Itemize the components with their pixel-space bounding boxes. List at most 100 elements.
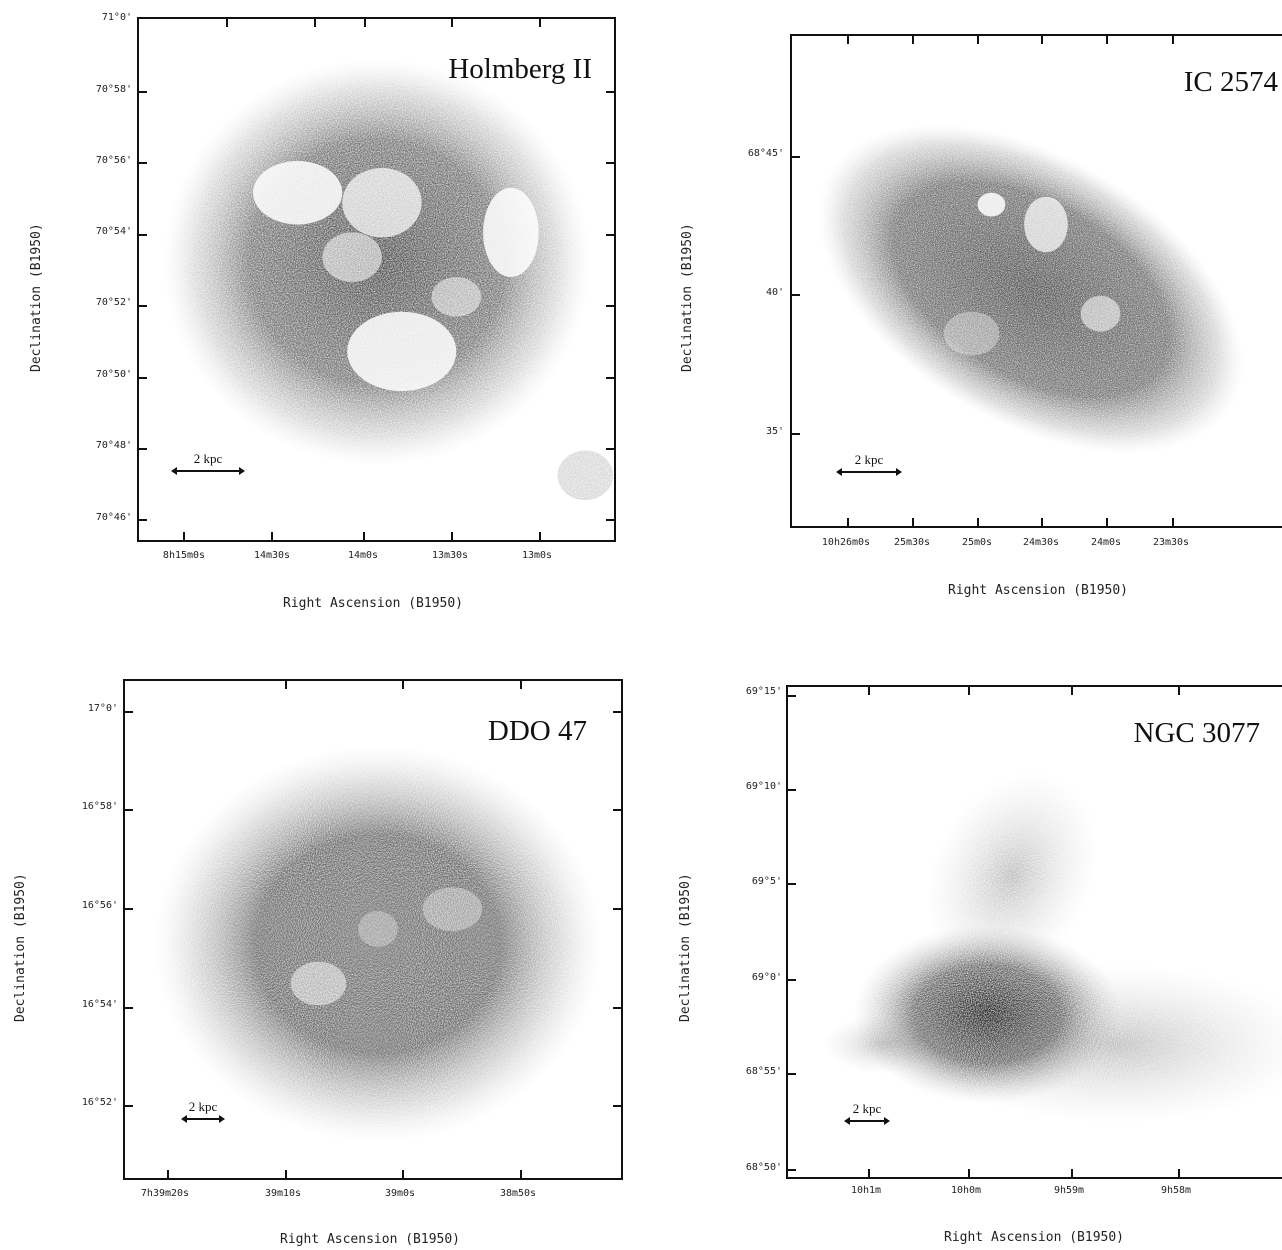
y-tick-label: 16°56'	[81, 900, 118, 911]
tick	[539, 19, 541, 27]
y-tick-label: 71°0'	[101, 12, 132, 23]
panel-title: DDO 47	[487, 715, 587, 747]
tick	[451, 532, 453, 540]
tick	[314, 19, 316, 27]
tick	[363, 532, 365, 540]
x-tick-label: 24m30s	[1022, 537, 1060, 548]
scale-bar: 2 kpc	[836, 452, 902, 476]
tick	[285, 681, 287, 689]
tick	[613, 711, 621, 713]
tick	[613, 908, 621, 910]
x-tick-label: 25m0s	[961, 537, 993, 548]
tick	[139, 234, 147, 236]
tick	[912, 518, 914, 526]
tick	[1041, 518, 1043, 526]
tick	[606, 162, 614, 164]
panel-title: IC 2574	[1183, 66, 1278, 98]
y-tick-label: 69°5'	[751, 876, 782, 887]
tick	[868, 1169, 870, 1177]
tick	[139, 305, 147, 307]
tick	[788, 979, 796, 981]
y-axis-title: Declination (B1950)	[678, 873, 693, 1022]
tick	[1106, 36, 1108, 44]
scale-bar: 2 kpc	[171, 451, 245, 475]
tick	[792, 156, 800, 158]
tick	[613, 1105, 621, 1107]
x-tick-label: 8h15m0s	[162, 550, 206, 561]
tick	[139, 448, 147, 450]
y-tick-label: 70°58'	[95, 84, 132, 95]
x-tick-label: 10h26m0s	[821, 537, 871, 548]
y-tick-label: 35'	[765, 426, 784, 437]
x-tick-label: 10h1m	[850, 1185, 882, 1196]
x-tick-label: 10h0m	[950, 1185, 982, 1196]
x-tick-label: 9h58m	[1160, 1185, 1192, 1196]
scale-bar-line	[836, 468, 902, 476]
scale-bar-label: 2 kpc	[852, 1101, 882, 1116]
tick	[606, 234, 614, 236]
x-tick-label: 38m50s	[499, 1188, 537, 1199]
tick	[1041, 36, 1043, 44]
tick	[539, 532, 541, 540]
tick	[139, 91, 147, 93]
y-tick-label: 16°52'	[81, 1097, 118, 1108]
y-tick-label: 70°46'	[95, 512, 132, 523]
tick	[402, 681, 404, 689]
tick	[847, 518, 849, 526]
tick	[1178, 1169, 1180, 1177]
tick	[977, 36, 979, 44]
tick	[285, 1170, 287, 1178]
tick	[606, 91, 614, 93]
y-tick-label: 70°50'	[95, 369, 132, 380]
panel-title: NGC 3077	[1133, 717, 1260, 749]
hi-map-ic-2574	[793, 36, 1282, 526]
y-axis-title: Declination (B1950)	[29, 223, 44, 372]
tick	[613, 1007, 621, 1009]
scale-bar-line	[181, 1115, 225, 1123]
scale-bar-line	[844, 1117, 890, 1125]
hi-map-ngc-3077	[789, 687, 1282, 1177]
x-axis-title: Right Ascension (B1950)	[282, 596, 464, 611]
y-tick-label: 68°45'	[747, 148, 784, 159]
tick	[226, 19, 228, 27]
image-frame-holmberg-ii: Holmberg II 2 kpc	[137, 17, 616, 542]
x-tick-label: 7h39m20s	[140, 1188, 190, 1199]
y-axis-title: Declination (B1950)	[680, 223, 695, 372]
panel-title: Holmberg II	[448, 53, 592, 85]
tick	[1178, 687, 1180, 695]
tick	[139, 162, 147, 164]
tick	[364, 19, 366, 27]
tick	[968, 1169, 970, 1177]
hi-map-ddo-47	[125, 681, 621, 1178]
tick	[606, 305, 614, 307]
x-tick-label: 13m0s	[521, 550, 553, 561]
y-tick-label: 69°15'	[745, 686, 782, 697]
x-tick-label: 39m10s	[264, 1188, 302, 1199]
y-tick-label: 16°58'	[81, 801, 118, 812]
x-tick-label: 14m0s	[347, 550, 379, 561]
tick	[125, 809, 133, 811]
scale-bar-line	[171, 467, 245, 475]
scale-bar-label: 2 kpc	[193, 451, 223, 466]
tick	[125, 1105, 133, 1107]
y-axis-title: Declination (B1950)	[13, 873, 28, 1022]
x-tick-label: 14m30s	[253, 550, 291, 561]
hi-map-holmberg-ii	[139, 19, 614, 540]
y-tick-label: 69°0'	[751, 972, 782, 983]
y-tick-label: 68°50'	[745, 1162, 782, 1173]
tick	[977, 518, 979, 526]
x-tick-label: 9h59m	[1053, 1185, 1085, 1196]
tick	[520, 1170, 522, 1178]
y-tick-label: 17°0'	[87, 703, 118, 714]
x-tick-label: 25m30s	[893, 537, 931, 548]
tick	[139, 519, 147, 521]
tick	[606, 448, 614, 450]
x-axis-title: Right Ascension (B1950)	[947, 583, 1129, 598]
y-tick-label: 70°56'	[95, 155, 132, 166]
y-tick-label: 16°54'	[81, 999, 118, 1010]
tick	[520, 681, 522, 689]
tick	[792, 433, 800, 435]
y-tick-label: 70°54'	[95, 226, 132, 237]
tick	[788, 1073, 796, 1075]
tick	[788, 695, 796, 697]
